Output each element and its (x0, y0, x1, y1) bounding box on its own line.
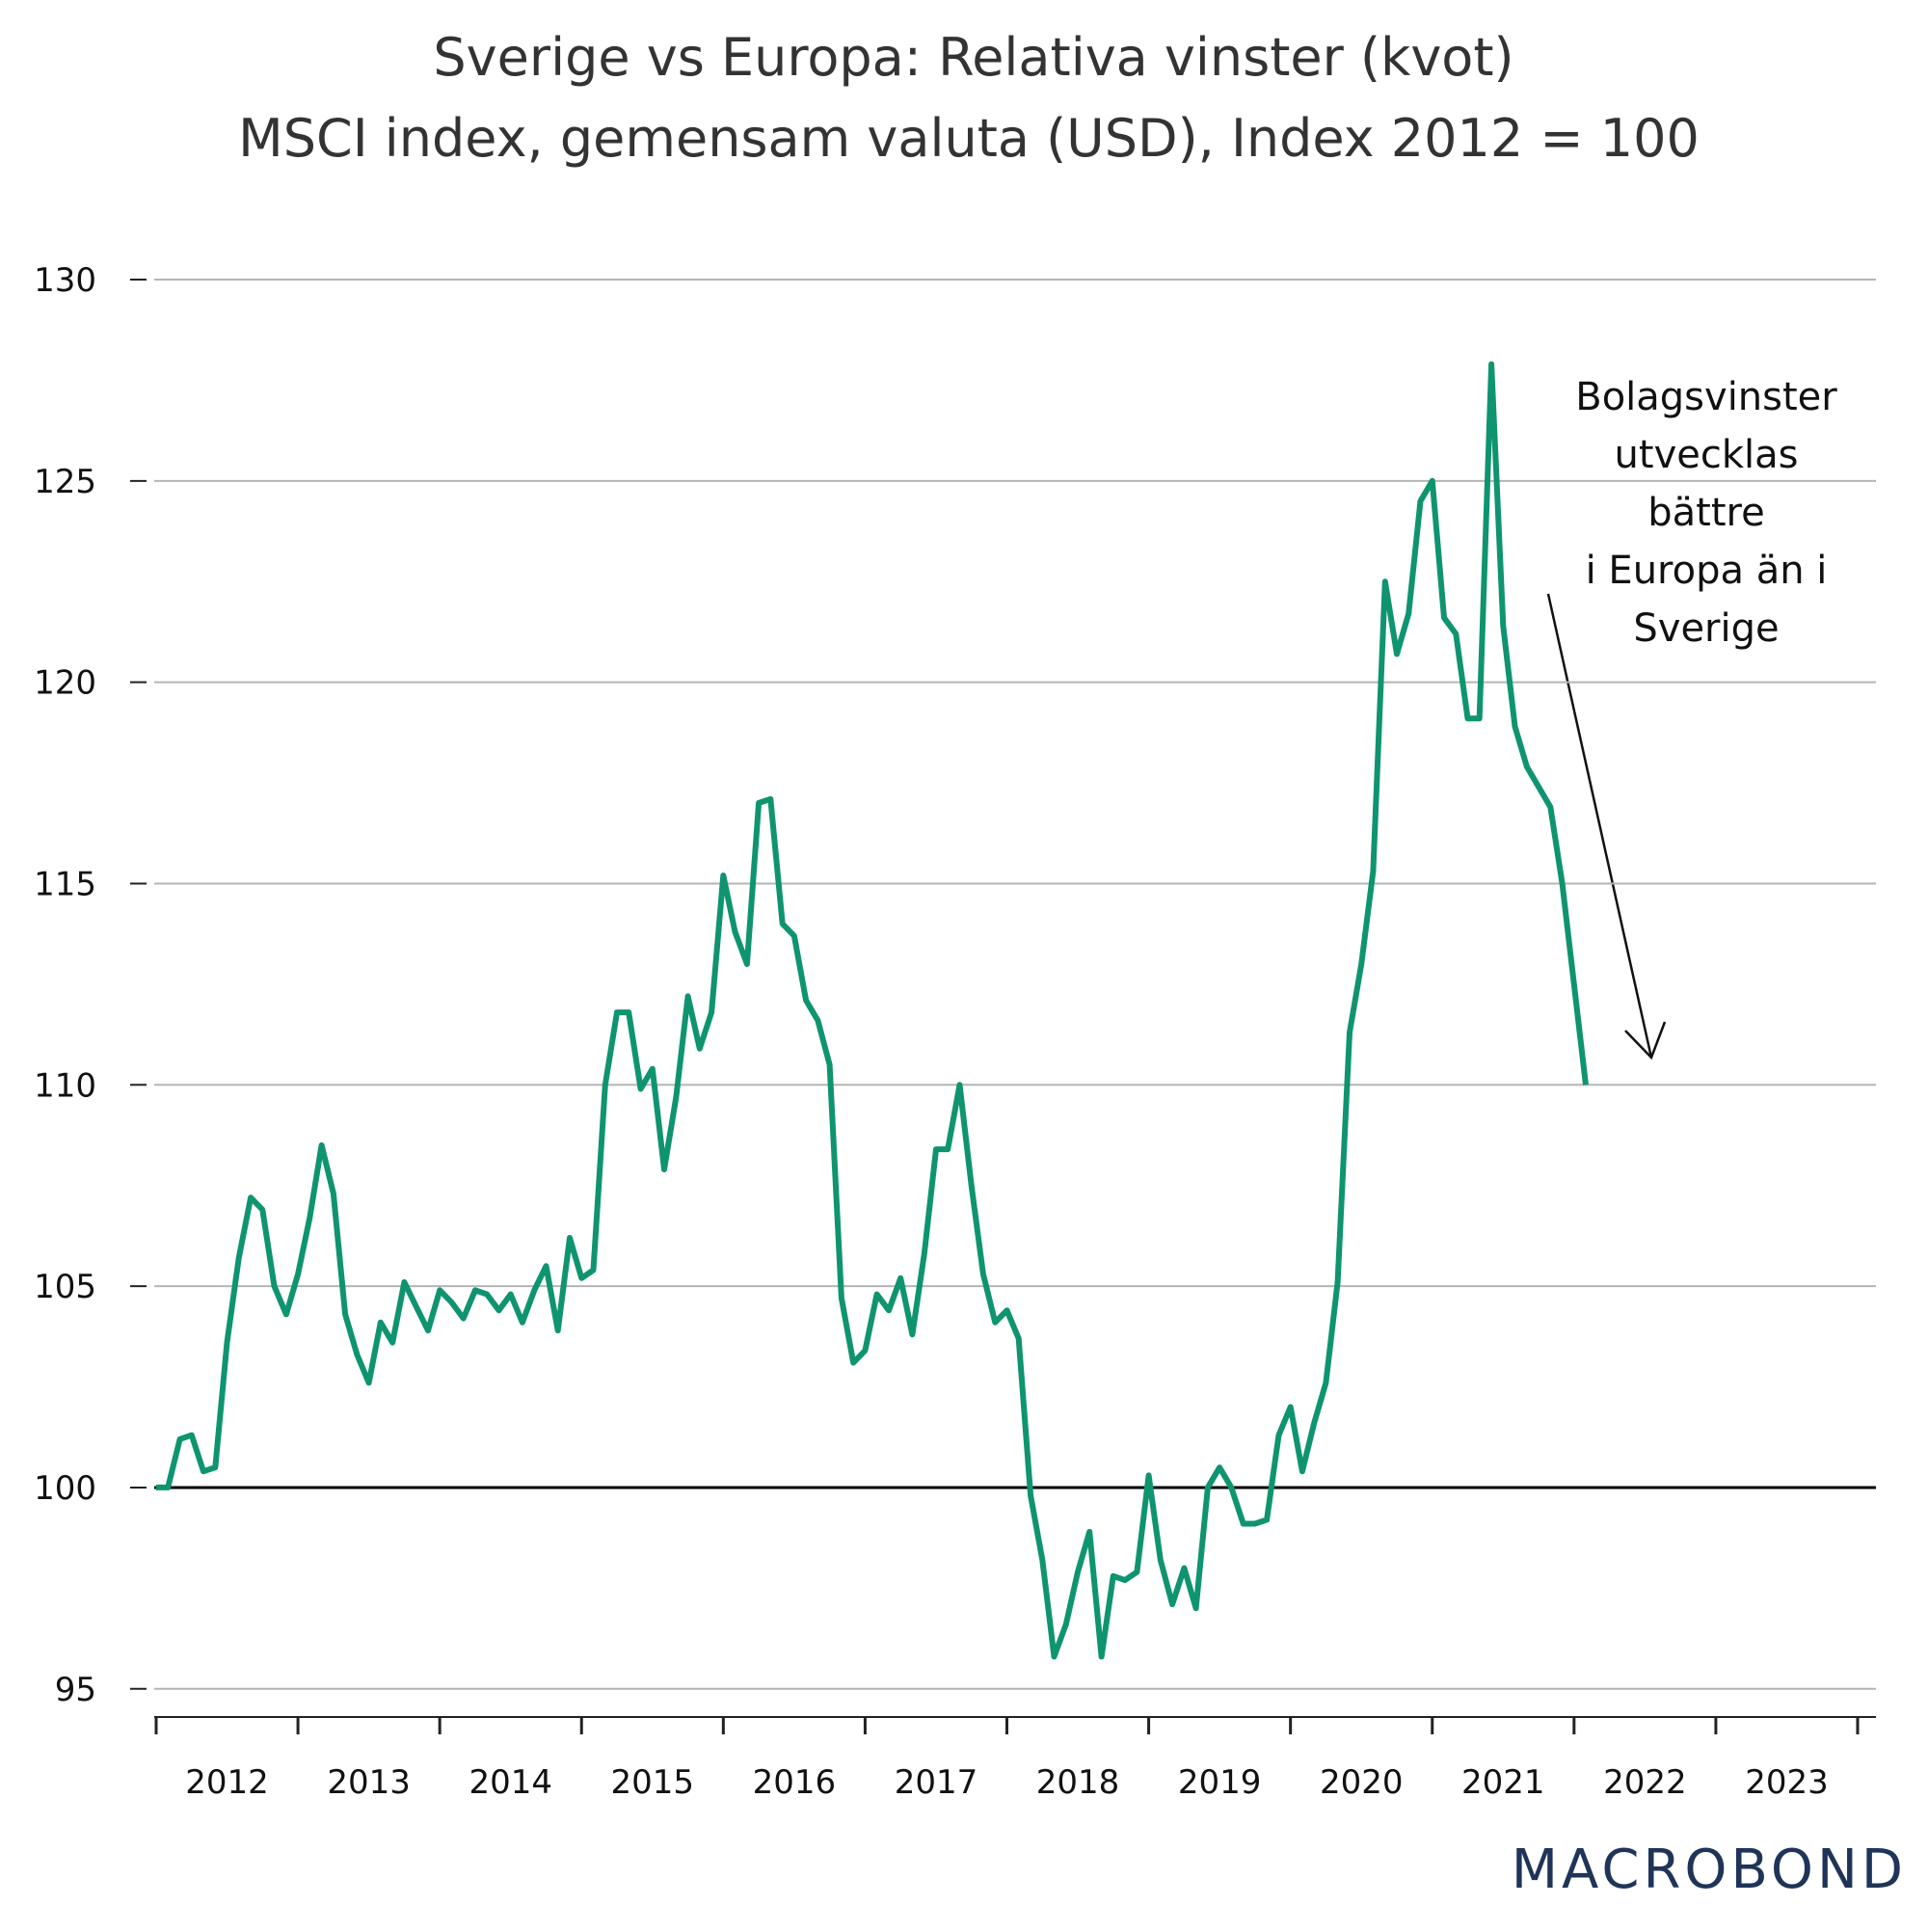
annotation: Bolagsvinster utvecklas bättre i Europa än … (1575, 375, 1837, 651)
x-tick-label: 2022 (1603, 1763, 1687, 1802)
y-tick-label: 95 (55, 1671, 96, 1709)
x-tick-label: 2017 (895, 1763, 978, 1802)
x-tick-label: 2023 (1745, 1763, 1829, 1802)
x-tick-label: 2020 (1320, 1763, 1404, 1802)
y-tick-label: 125 (34, 463, 96, 501)
y-tick-label: 120 (34, 664, 96, 703)
annotation-line: utvecklas (1615, 433, 1799, 477)
annotation-arrow (1546, 593, 1653, 1059)
annotation-line: Sverige (1633, 606, 1779, 651)
x-tick-label: 2013 (327, 1763, 411, 1802)
series-line (156, 361, 1589, 1660)
x-tick-label: 2018 (1036, 1763, 1120, 1802)
annotation-line: Bolagsvinster (1575, 375, 1837, 419)
arrow-head (1624, 1021, 1667, 1060)
y-tick-label: 105 (34, 1268, 96, 1306)
x-tick-label: 2015 (611, 1763, 695, 1802)
x-tick-label: 2021 (1461, 1763, 1545, 1802)
annotation-line: bättre (1647, 491, 1764, 535)
x-tick-label: 2012 (185, 1763, 269, 1802)
logo: MACROBOND (1512, 1838, 1907, 1901)
x-tick-label: 2014 (469, 1763, 552, 1802)
x-tick-label: 2019 (1178, 1763, 1262, 1802)
y-tick-label: 110 (34, 1066, 96, 1105)
y-tick-label: 100 (34, 1469, 96, 1508)
chart-title: Sverige vs Europa: Relativa vinster (kvo… (433, 27, 1513, 88)
annotation-line: i Europa än i (1586, 549, 1828, 593)
y-tick-label: 115 (34, 865, 96, 903)
x-tick-label: 2016 (753, 1763, 837, 1802)
y-tick-label: 130 (34, 261, 96, 300)
chart-subtitle: MSCI index, gemensam valuta (USD), Index… (238, 108, 1700, 169)
